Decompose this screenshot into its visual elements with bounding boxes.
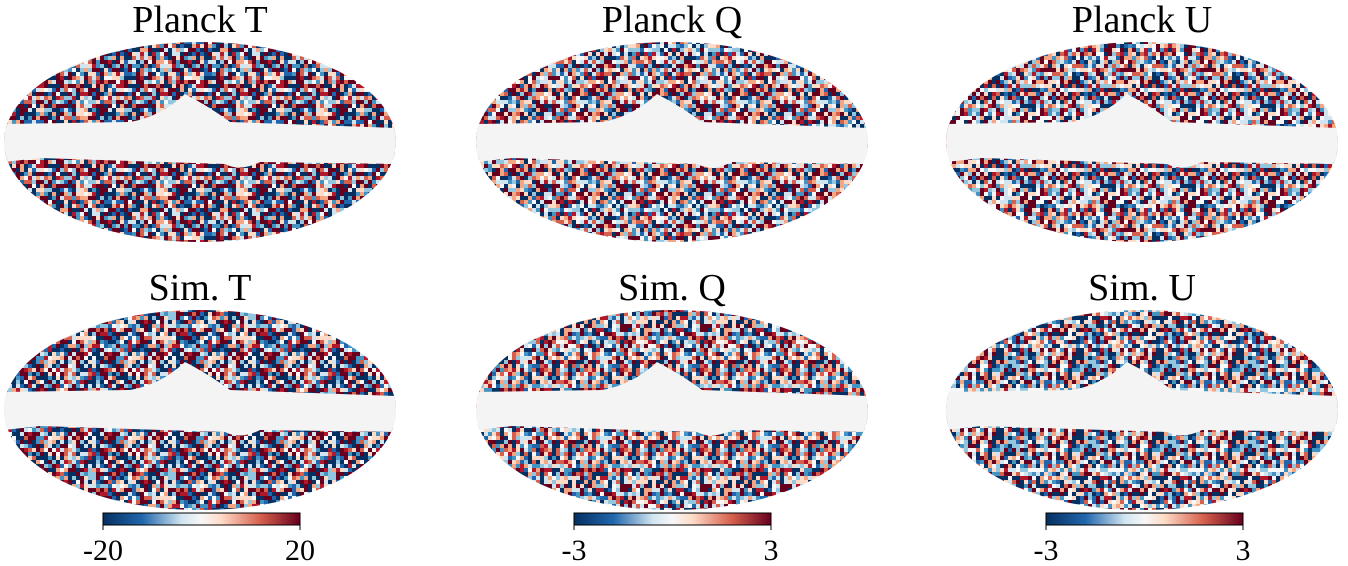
galactic-mask xyxy=(4,362,396,436)
panel-title: Planck T xyxy=(132,0,267,41)
colorbar xyxy=(102,512,301,526)
colorbar-tick-label: -3 xyxy=(1034,534,1059,566)
galactic-mask xyxy=(946,362,1338,436)
sky-map xyxy=(946,42,1338,242)
galactic-mask xyxy=(4,94,396,168)
colorbar xyxy=(1045,512,1244,526)
panel-title: Sim. T xyxy=(149,267,252,309)
sky-map xyxy=(4,42,396,242)
sky-map xyxy=(476,42,868,242)
galactic-mask xyxy=(476,94,868,168)
colorbar xyxy=(573,512,772,526)
panel-title: Sim. U xyxy=(1088,267,1196,309)
galactic-mask xyxy=(946,94,1338,168)
colorbar-tick-label: 3 xyxy=(1236,534,1251,566)
sky-map xyxy=(946,310,1338,510)
panel-title: Planck U xyxy=(1072,0,1212,41)
panel-title: Sim. Q xyxy=(618,267,726,309)
galactic-mask xyxy=(476,362,868,436)
colorbar-tick-label: 20 xyxy=(285,534,315,566)
panel-title: Planck Q xyxy=(602,0,742,41)
sky-map xyxy=(476,310,868,510)
sky-map xyxy=(4,310,396,510)
colorbar-tick-label: 3 xyxy=(764,534,779,566)
colorbar-tick-label: -20 xyxy=(83,534,123,566)
colorbar-tick-label: -3 xyxy=(562,534,587,566)
